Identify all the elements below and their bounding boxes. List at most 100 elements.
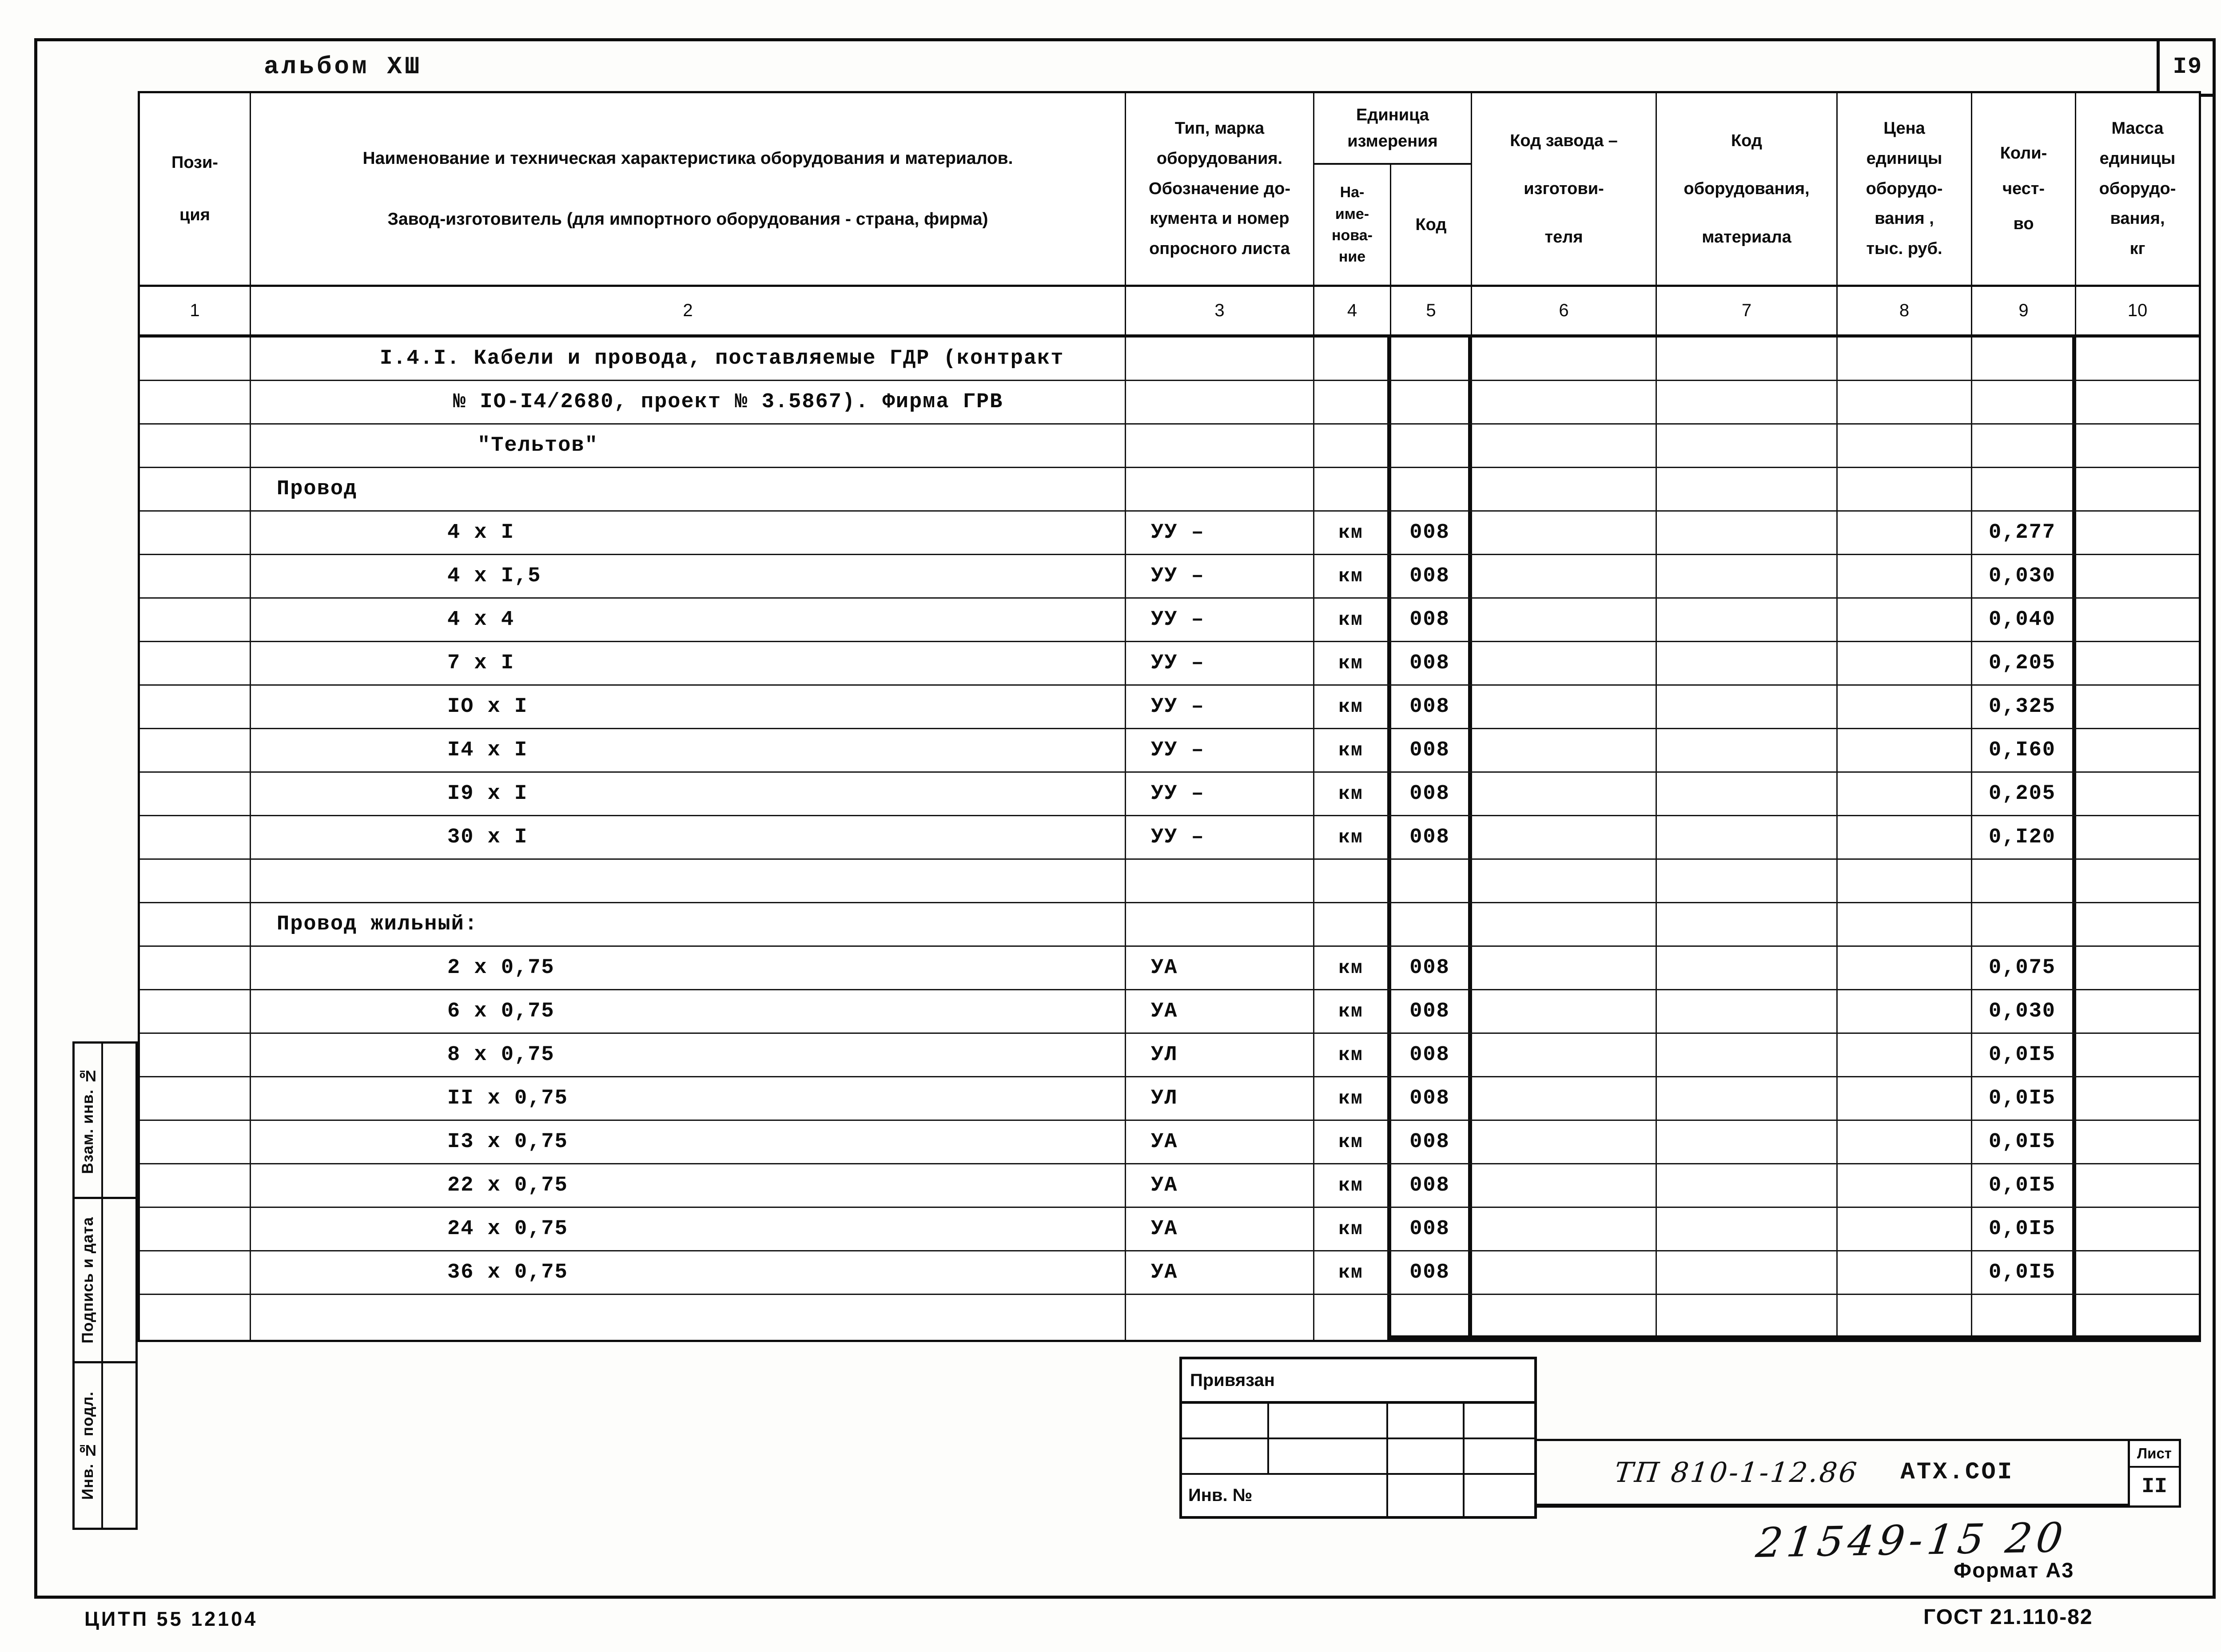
cell-type: УУ – <box>1126 642 1314 684</box>
cell-equip <box>1657 555 1838 597</box>
cell-price <box>1838 1251 1972 1294</box>
header-type: Тип, марка оборудования. Обозначение до-… <box>1126 93 1314 285</box>
cell-unit: км <box>1314 555 1391 597</box>
cell-unit: км <box>1314 947 1391 989</box>
header-unit-name: На- име- нова- ние <box>1314 165 1391 285</box>
cell-code <box>1391 468 1472 510</box>
cell-mass <box>2076 1121 2199 1163</box>
sheet-box: Лист II <box>2128 1439 2181 1508</box>
attribute-box-podpis: Подпись и дата <box>72 1197 138 1363</box>
cell-name: 22 х 0,75 <box>251 1164 1126 1207</box>
binding-stamp: Привязан Инв. № <box>1179 1357 1537 1519</box>
cell-code: 008 <box>1391 1034 1472 1076</box>
table-row: "Тельтов" <box>140 425 2199 468</box>
cell-factory <box>1472 425 1657 467</box>
table-row: 2 х 0,75 УА км 008 0,075 <box>140 947 2199 990</box>
cell-price <box>1838 381 1972 423</box>
cell-qty: 0,I20 <box>1972 816 2076 858</box>
cell-unit: км <box>1314 642 1391 684</box>
header-mass: Масса единицы оборудо- вания, кг <box>2099 119 2176 258</box>
cell-price <box>1838 903 1972 945</box>
citp-footer-label: ЦИТП 55 12104 <box>84 1608 258 1630</box>
table-row: 6 х 0,75 УА км 008 0,030 <box>140 990 2199 1034</box>
column-number: 7 <box>1657 287 1838 334</box>
cell-code <box>1391 338 1472 380</box>
cell-pos <box>140 903 251 945</box>
cell-qty: 0,030 <box>1972 555 2076 597</box>
cell-unit: км <box>1314 729 1391 771</box>
cell-pos <box>140 1164 251 1207</box>
cell-unit: км <box>1314 512 1391 554</box>
cell-qty: 0,0I5 <box>1972 1208 2076 1250</box>
cell-factory <box>1472 555 1657 597</box>
cell-pos <box>140 1034 251 1076</box>
table-row: 4 х I,5 УУ – км 008 0,030 <box>140 555 2199 599</box>
cell-pos <box>140 1251 251 1294</box>
cell-name <box>251 860 1126 902</box>
cell-qty <box>1972 860 2076 902</box>
cell-type: УА <box>1126 947 1314 989</box>
cell-factory <box>1472 512 1657 554</box>
cell-pos <box>140 1121 251 1163</box>
stamp-cell <box>1465 1404 1534 1438</box>
cell-qty: 0,0I5 <box>1972 1077 2076 1120</box>
cell-unit <box>1314 338 1391 380</box>
cell-equip <box>1657 381 1838 423</box>
cell-pos <box>140 686 251 728</box>
cell-type: УЛ <box>1126 1077 1314 1120</box>
cell-factory <box>1472 773 1657 815</box>
cell-name: 30 х I <box>251 816 1126 858</box>
cell-unit: км <box>1314 773 1391 815</box>
cell-name: II х 0,75 <box>251 1077 1126 1120</box>
cell-price <box>1838 555 1972 597</box>
column-number: 3 <box>1126 287 1314 334</box>
cell-pos <box>140 381 251 423</box>
cell-code <box>1391 860 1472 902</box>
column-number: 8 <box>1838 287 1972 334</box>
cell-type: УУ – <box>1126 599 1314 641</box>
cell-mass <box>2076 468 2199 510</box>
cell-type: УУ – <box>1126 686 1314 728</box>
cell-price <box>1838 338 1972 380</box>
cell-type: УА <box>1126 1208 1314 1250</box>
cell-price <box>1838 1295 1972 1340</box>
sheet-value: II <box>2141 1474 2167 1499</box>
cell-unit <box>1314 1295 1391 1340</box>
cell-pos <box>140 555 251 597</box>
cell-name: 4 х I <box>251 512 1126 554</box>
cell-factory <box>1472 1208 1657 1250</box>
cell-factory <box>1472 1164 1657 1207</box>
cell-unit <box>1314 468 1391 510</box>
cell-name: I9 х I <box>251 773 1126 815</box>
album-title: альбом ХШ <box>264 52 422 81</box>
stamp-cell <box>1388 1475 1465 1516</box>
cell-code: 008 <box>1391 816 1472 858</box>
header-name: Наименование и техническая характеристик… <box>251 93 1126 285</box>
cell-equip <box>1657 1251 1838 1294</box>
cell-name <box>251 1295 1126 1340</box>
cell-unit: км <box>1314 816 1391 858</box>
cell-qty: 0,205 <box>1972 773 2076 815</box>
cell-qty: 0,040 <box>1972 599 2076 641</box>
cell-qty <box>1972 381 2076 423</box>
table-row: IO х I УУ – км 008 0,325 <box>140 686 2199 729</box>
cell-qty: 0,075 <box>1972 947 2076 989</box>
cell-unit: км <box>1314 1034 1391 1076</box>
cell-code: 008 <box>1391 947 1472 989</box>
attribute-label-cell: Взам. инв. № <box>75 1044 103 1197</box>
cell-price <box>1838 990 1972 1032</box>
cell-name: 36 х 0,75 <box>251 1251 1126 1294</box>
cell-equip <box>1657 1164 1838 1207</box>
attribute-label-cell: Инв. № подл. <box>75 1363 103 1528</box>
cell-factory <box>1472 1034 1657 1076</box>
cell-code: 008 <box>1391 599 1472 641</box>
cell-type <box>1126 425 1314 467</box>
cell-price <box>1838 816 1972 858</box>
cell-factory <box>1472 338 1657 380</box>
stamp-cell <box>1269 1439 1388 1473</box>
table-row: 22 х 0,75 УА км 008 0,0I5 <box>140 1164 2199 1208</box>
format-note: Формат А3 <box>1954 1558 2074 1582</box>
cell-qty <box>1972 425 2076 467</box>
cell-unit <box>1314 903 1391 945</box>
cell-pos <box>140 642 251 684</box>
